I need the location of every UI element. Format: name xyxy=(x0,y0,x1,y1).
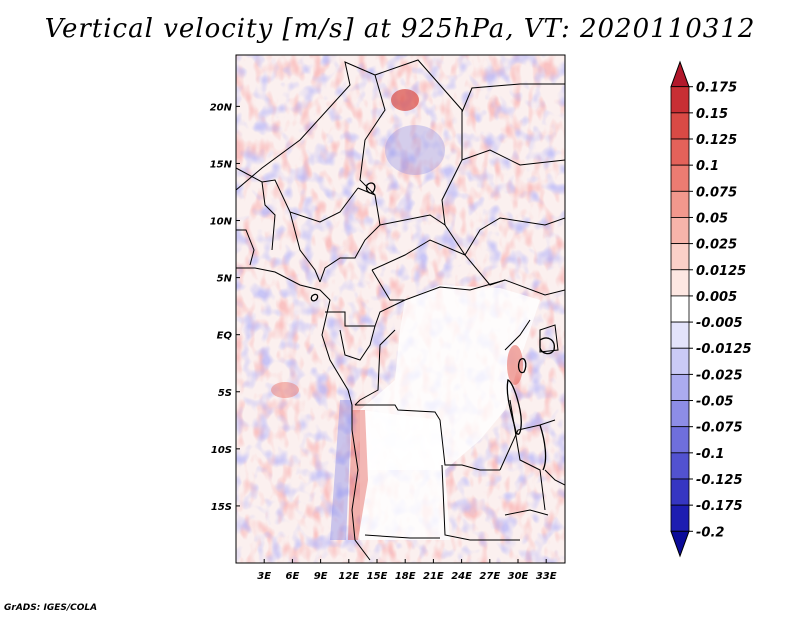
y-tick-label: 15N xyxy=(210,159,233,170)
colorbar-segment xyxy=(670,243,690,271)
y-tick-label: 20N xyxy=(210,102,233,113)
colorbar-label: -0.2 xyxy=(696,525,724,540)
colorbar-label: 0.075 xyxy=(696,185,737,200)
colorbar-min-triangle xyxy=(670,530,690,558)
colorbar-label: 0.175 xyxy=(696,81,737,96)
field-coastal-updraft xyxy=(348,410,368,540)
colorbar-segment xyxy=(670,138,690,166)
colorbar-label: -0.005 xyxy=(696,316,743,331)
x-tick-label: 30E xyxy=(508,571,529,582)
colorbar-segment xyxy=(670,504,690,532)
colorbar-segment xyxy=(670,321,690,349)
y-tick-label: 5N xyxy=(217,274,233,285)
colorbar-segment xyxy=(670,112,690,140)
map-area xyxy=(236,55,565,563)
x-tick-label: 15E xyxy=(367,571,388,582)
colorbar-segment xyxy=(670,190,690,218)
footer-credit: GrADS: IGES/COLA xyxy=(4,603,98,613)
x-tick-label: 33E xyxy=(536,571,557,582)
y-tick-label: 10S xyxy=(211,445,232,456)
colorbar-label: 0.125 xyxy=(696,133,737,148)
y-tick-label: 5S xyxy=(218,388,232,399)
field-coastal-downdraft xyxy=(330,400,352,540)
colorbar: 0.175 0.15 0.125 0.1 0.075 0.05 0.025 0.0125 0.0… xyxy=(670,60,752,558)
field-updraft-lakes xyxy=(507,345,523,385)
colorbar-label: -0.075 xyxy=(696,421,743,436)
colorbar-label: 0.025 xyxy=(696,238,737,253)
colorbar-segment xyxy=(670,452,690,480)
colorbar-segment xyxy=(670,373,690,401)
colorbar-label: -0.025 xyxy=(696,368,743,383)
colorbar-segment xyxy=(670,478,690,506)
x-tick-label: 18E xyxy=(395,571,416,582)
colorbar-segment xyxy=(670,347,690,375)
colorbar-segment xyxy=(670,426,690,454)
y-tick-label: EQ xyxy=(217,331,233,342)
x-tick-label: 6E xyxy=(286,571,300,582)
colorbar-max-triangle xyxy=(670,60,690,88)
map-frame xyxy=(235,54,566,564)
colorbar-segment xyxy=(670,295,690,323)
field-ocean-updraft xyxy=(271,382,299,398)
country-boundaries xyxy=(236,59,565,561)
x-tick-label: 3E xyxy=(257,571,271,582)
x-tick-label: 21E xyxy=(423,571,444,582)
y-axis: 20N 15N 10N 5N EQ 5S 10S 15S xyxy=(210,102,240,513)
colorbar-label: -0.05 xyxy=(696,395,733,410)
colorbar-label: 0.0125 xyxy=(696,264,746,279)
y-tick-label: 15S xyxy=(211,502,232,513)
colorbar-label: 0.005 xyxy=(696,290,737,305)
colorbar-segment xyxy=(670,400,690,428)
colorbar-label: 0.1 xyxy=(696,159,719,174)
colorbar-label: 0.05 xyxy=(696,211,728,226)
map-title: Vertical velocity [m/s] at 925hPa, VT: 2… xyxy=(44,14,756,44)
x-axis: 3E 6E 9E 12E 15E 18E 21E 24E 27E 30E 33E xyxy=(257,559,557,582)
x-tick-label: 24E xyxy=(451,571,472,582)
x-tick-label: 9E xyxy=(314,571,328,582)
colorbar-label: -0.0125 xyxy=(696,342,752,357)
colorbar-label: -0.1 xyxy=(696,447,724,462)
y-tick-label: 10N xyxy=(210,217,233,228)
colorbar-segment xyxy=(670,86,690,114)
colorbar-label: -0.175 xyxy=(696,499,743,514)
colorbar-segment xyxy=(670,269,690,297)
colorbar-segment xyxy=(670,164,690,192)
colorbar-segment xyxy=(670,217,690,245)
lake-outlines xyxy=(310,182,555,471)
field-downdraft-area xyxy=(385,125,445,175)
field-updraft-core xyxy=(391,89,419,111)
colorbar-label: -0.125 xyxy=(696,473,743,488)
field-calm-region-south xyxy=(360,410,450,540)
x-tick-label: 27E xyxy=(479,571,500,582)
x-tick-label: 12E xyxy=(338,571,359,582)
colorbar-label: 0.15 xyxy=(696,107,728,122)
